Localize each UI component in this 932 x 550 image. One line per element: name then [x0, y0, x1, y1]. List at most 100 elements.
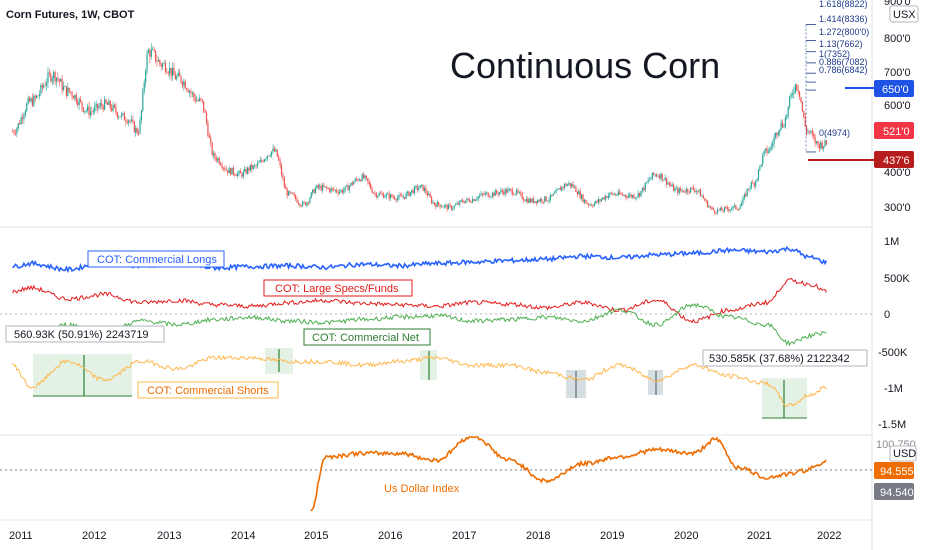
candle-body	[735, 205, 737, 209]
candle-body	[299, 203, 301, 206]
candle-body	[355, 178, 358, 180]
candle-body	[231, 167, 233, 175]
candle-body	[515, 190, 518, 195]
candle-body	[41, 85, 43, 88]
candle-body	[228, 168, 230, 174]
candle-body	[404, 196, 406, 199]
candle-body	[750, 182, 753, 188]
candle-body	[539, 198, 542, 202]
dxy-axis[interactable]: 100.750 USD 94.555 94.540	[874, 439, 917, 500]
dxy-unit-box[interactable]	[889, 445, 917, 462]
fib-label-113: 1.13(7662)	[819, 39, 863, 49]
candle-body	[212, 153, 215, 155]
candle-body	[51, 78, 53, 82]
candle-body	[307, 202, 310, 204]
candle-body	[429, 193, 431, 198]
candle-body	[24, 111, 26, 115]
candle-body	[372, 192, 375, 194]
cot-axis[interactable]: 1M 500K 0 -500K -1M -1.5M	[878, 236, 910, 431]
price-axis[interactable]: USX 900'0 800'0 700'0 600'0 400'0 300'0 …	[808, 0, 919, 214]
year-2013: 2013	[157, 530, 181, 542]
candle-body	[763, 150, 765, 156]
candle-body	[593, 203, 595, 206]
candle-body	[580, 194, 583, 199]
candle-body	[130, 119, 133, 121]
candle-body	[88, 106, 90, 116]
candle-body	[440, 206, 443, 208]
candle-body	[732, 206, 734, 209]
candle-body	[149, 50, 151, 57]
candle-body	[12, 131, 14, 133]
candle-body	[48, 72, 50, 74]
candle-body	[137, 133, 140, 135]
candle-body	[588, 203, 590, 206]
candle-body	[522, 198, 525, 201]
candle-body	[316, 185, 318, 189]
candle-body	[77, 102, 79, 106]
candle-body	[174, 74, 176, 80]
candle-body	[430, 197, 433, 203]
candle-body	[135, 128, 137, 133]
dxy-line	[310, 436, 827, 512]
candle-body	[16, 128, 18, 134]
year-2016: 2016	[378, 530, 402, 542]
candle-body	[329, 188, 331, 192]
candle-body	[780, 122, 782, 130]
pane-separators	[0, 0, 873, 550]
candle-body	[545, 196, 547, 202]
time-axis[interactable]: 2011 2012 2013 2014 2015 2016 2017 2018 …	[9, 530, 841, 542]
price-unit-box[interactable]	[889, 5, 919, 23]
candle-body	[435, 204, 437, 207]
candle-body	[718, 209, 720, 211]
candle-body	[600, 199, 602, 201]
candle-body	[109, 101, 111, 108]
candle-body	[706, 200, 709, 208]
candle-body	[23, 114, 25, 120]
candle-body	[651, 172, 653, 178]
candle-body	[647, 179, 649, 183]
candle-body	[572, 184, 574, 188]
candle-body	[370, 184, 372, 189]
candle-body	[220, 163, 222, 166]
candle-body	[810, 131, 812, 132]
candle-body	[152, 49, 154, 50]
candle-body	[348, 186, 351, 191]
candle-body	[286, 189, 288, 196]
candle-body	[790, 94, 792, 98]
candle-body	[338, 191, 341, 194]
candle-body	[530, 198, 532, 203]
candle-body	[743, 194, 745, 199]
candle-body	[396, 197, 399, 201]
candle-body	[672, 184, 675, 191]
candle-body	[738, 209, 740, 211]
candle-body	[171, 67, 174, 77]
candle-body	[433, 202, 435, 205]
candle-body	[368, 181, 370, 185]
candle-body	[474, 199, 477, 201]
symbol-header[interactable]: Corn Futures, 1W, CBOT	[6, 9, 135, 21]
candle-body	[779, 129, 781, 133]
shorts-label: COT: Commercial Shorts	[147, 385, 269, 397]
candle-body	[520, 192, 522, 194]
candle-body	[204, 110, 206, 113]
candle-body	[207, 122, 209, 136]
candle-body	[610, 192, 612, 194]
candle-body	[412, 190, 414, 194]
candle-body	[150, 49, 152, 57]
candle-body	[221, 165, 223, 168]
candle-body	[641, 187, 644, 191]
candle-body	[640, 190, 642, 197]
candle-body	[722, 210, 724, 212]
candle-body	[276, 149, 278, 157]
candle-body	[290, 192, 293, 194]
candle-body	[460, 200, 462, 202]
candle-body	[101, 103, 103, 106]
price-tick-600: 600'0	[884, 100, 911, 112]
commercial-net-line	[12, 302, 827, 347]
candle-body	[708, 206, 710, 208]
candle-body	[79, 99, 82, 102]
candle-body	[50, 73, 52, 82]
candle-body	[745, 194, 747, 197]
candle-body	[757, 169, 760, 179]
